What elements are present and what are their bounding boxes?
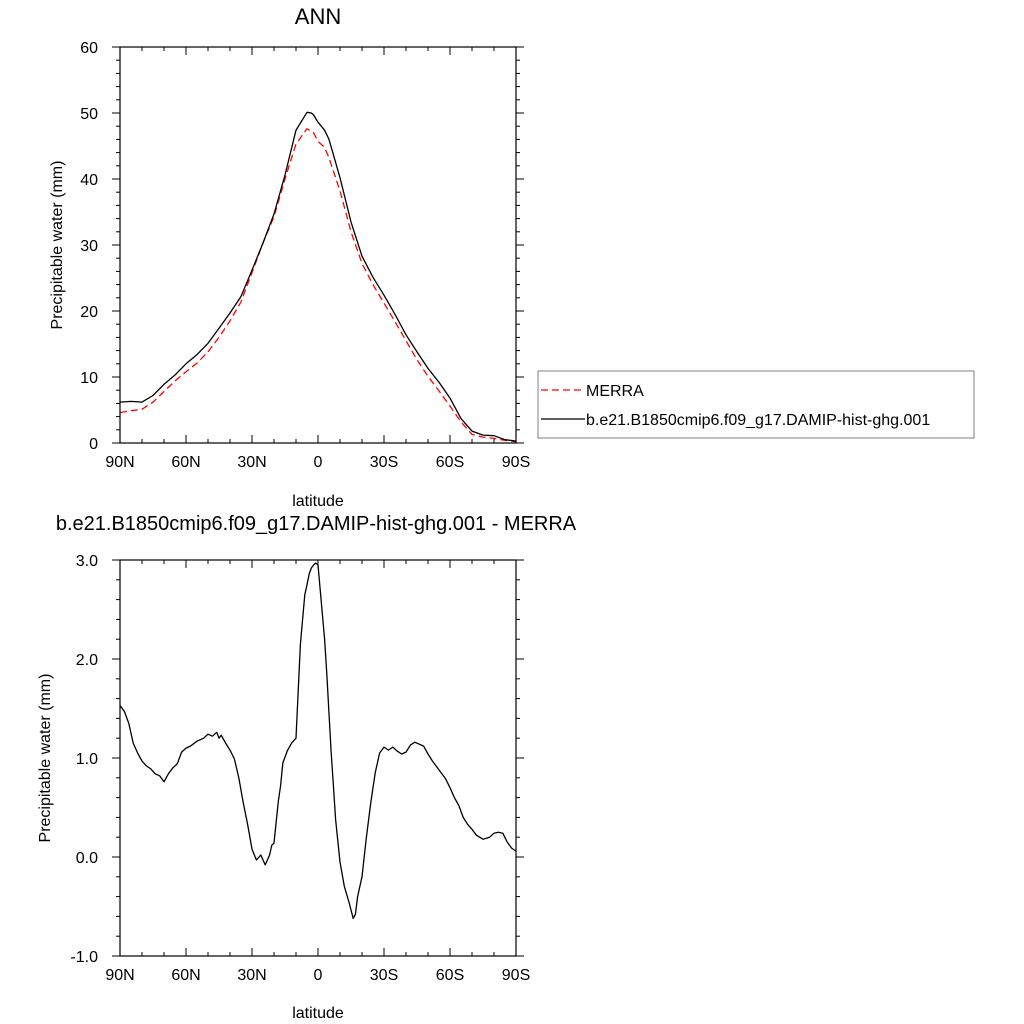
legend-label-model: b.e21.B1850cmip6.f09_g17.DAMIP-hist-ghg.… — [586, 412, 930, 429]
bottom-x-axis-label: latitude — [292, 1005, 344, 1022]
x-tick-label: 30N — [237, 967, 266, 984]
bottom-y-axis-label: Precipitable water (mm) — [37, 674, 54, 843]
top-panel: ANN 90N 60N 30N 0 30S 60S 90S 0 10 20 30 40 50 60 lat… — [49, 4, 530, 510]
y-tick-label: 0.0 — [76, 850, 98, 867]
series-line-difference — [119, 562, 517, 920]
top-x-axis-label: latitude — [292, 493, 344, 510]
y-tick-label: 40 — [80, 172, 98, 189]
legend-label-merra: MERRA — [586, 383, 644, 400]
bottom-chart-title: b.e21.B1850cmip6.f09_g17.DAMIP-hist-ghg.… — [56, 513, 577, 535]
x-tick-label: 0 — [314, 454, 323, 471]
y-tick-label: 50 — [80, 106, 98, 123]
x-tick-label: 60N — [171, 454, 200, 471]
y-tick-label: 1.0 — [76, 751, 98, 768]
y-tick-label: 30 — [80, 238, 98, 255]
series-line-merra — [119, 128, 517, 443]
top-y-axis-label: Precipitable water (mm) — [49, 161, 66, 330]
y-tick-label: -1.0 — [70, 949, 98, 966]
x-tick-label: 90S — [502, 967, 530, 984]
legend-box — [537, 370, 975, 439]
y-tick-label: 2.0 — [76, 652, 98, 669]
x-tick-label: 60N — [171, 967, 200, 984]
y-tick-label: 10 — [80, 370, 98, 387]
x-tick-label: 90N — [105, 967, 134, 984]
bottom-panel: b.e21.B1850cmip6.f09_g17.DAMIP-hist-ghg.… — [37, 513, 577, 1022]
x-tick-label: 90S — [502, 454, 530, 471]
y-tick-label: 3.0 — [76, 553, 98, 570]
series-line-model — [119, 111, 517, 442]
x-tick-label: 30S — [370, 967, 398, 984]
y-tick-label: 20 — [80, 304, 98, 321]
y-tick-label: 0 — [89, 436, 98, 453]
x-tick-label: 30S — [370, 454, 398, 471]
top-chart-title: ANN — [295, 4, 341, 29]
x-tick-label: 90N — [105, 454, 134, 471]
x-tick-label: 60S — [436, 967, 464, 984]
top-plot-frame — [119, 46, 517, 444]
x-tick-label: 60S — [436, 454, 464, 471]
x-tick-label: 0 — [314, 967, 323, 984]
x-tick-label: 30N — [237, 454, 266, 471]
y-tick-label: 60 — [80, 40, 98, 57]
legend: MERRA b.e21.B1850cmip6.f09_g17.DAMIP-his… — [537, 370, 975, 439]
